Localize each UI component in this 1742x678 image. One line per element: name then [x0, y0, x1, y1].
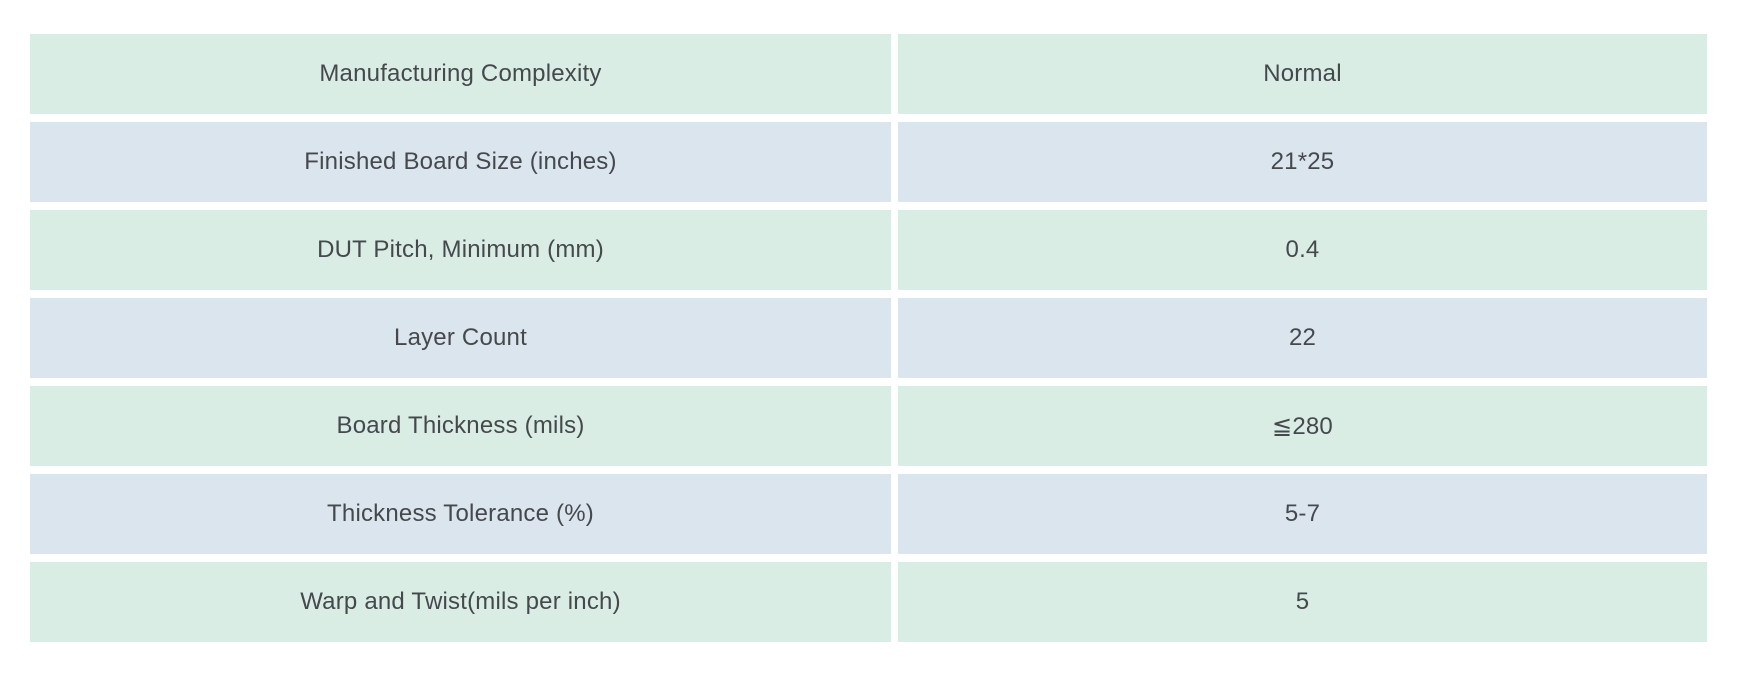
- spec-value-cell: 5-7: [898, 474, 1707, 554]
- spec-label-cell: Board Thickness (mils): [30, 386, 891, 466]
- spec-value-cell: 22: [898, 298, 1707, 378]
- spec-value-cell: 5: [898, 562, 1707, 642]
- spec-label-cell: DUT Pitch, Minimum (mm): [30, 210, 891, 290]
- spec-value-cell: ≦280: [898, 386, 1707, 466]
- spec-label-cell: Thickness Tolerance (%): [30, 474, 891, 554]
- spec-label-cell: Manufacturing Complexity: [30, 34, 891, 114]
- spec-label-cell: Finished Board Size (inches): [30, 122, 891, 202]
- spec-value-cell: 0.4: [898, 210, 1707, 290]
- spec-table: Manufacturing Complexity Normal Finished…: [30, 34, 1707, 642]
- spec-label-cell: Layer Count: [30, 298, 891, 378]
- spec-value-cell: Normal: [898, 34, 1707, 114]
- spec-label-cell: Warp and Twist(mils per inch): [30, 562, 891, 642]
- spec-value-cell: 21*25: [898, 122, 1707, 202]
